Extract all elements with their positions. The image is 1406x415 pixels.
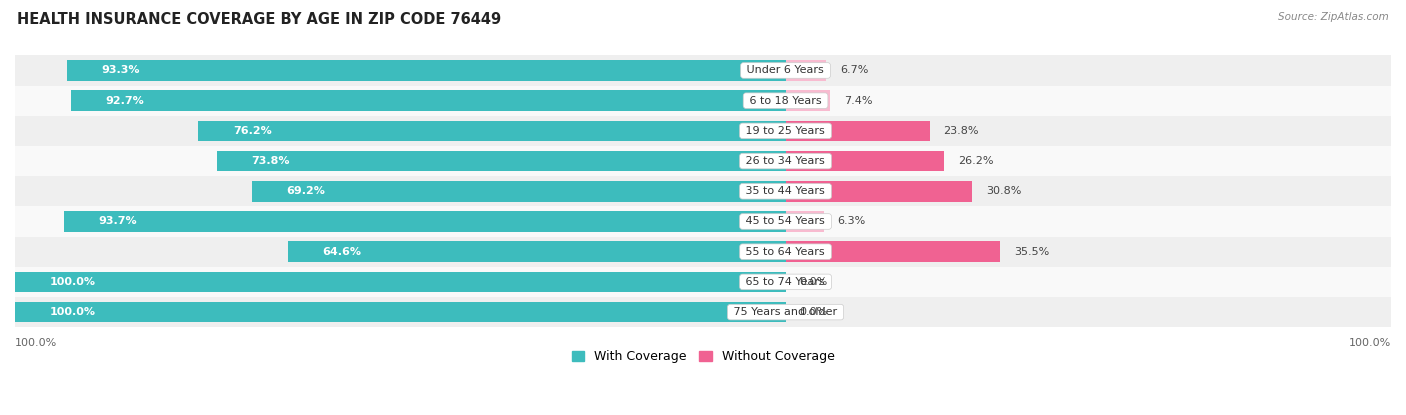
Text: 23.8%: 23.8% <box>943 126 979 136</box>
Bar <box>786 151 945 171</box>
Bar <box>72 90 786 111</box>
Text: Under 6 Years: Under 6 Years <box>744 66 828 76</box>
Text: 0.0%: 0.0% <box>800 307 828 317</box>
Text: 6.7%: 6.7% <box>839 66 869 76</box>
Text: 26 to 34 Years: 26 to 34 Years <box>742 156 828 166</box>
Text: 35 to 44 Years: 35 to 44 Years <box>742 186 828 196</box>
Text: 100.0%: 100.0% <box>49 277 96 287</box>
Text: 100.0%: 100.0% <box>49 307 96 317</box>
Bar <box>15 297 1391 327</box>
Text: Source: ZipAtlas.com: Source: ZipAtlas.com <box>1278 12 1389 22</box>
Text: 7.4%: 7.4% <box>844 96 873 106</box>
Bar <box>15 176 1391 206</box>
Text: 76.2%: 76.2% <box>233 126 271 136</box>
Bar <box>15 206 1391 237</box>
Text: 75 Years and older: 75 Years and older <box>730 307 841 317</box>
Legend: With Coverage, Without Coverage: With Coverage, Without Coverage <box>567 345 839 369</box>
Bar <box>217 151 786 171</box>
Bar <box>15 55 1391 85</box>
Bar <box>66 60 786 81</box>
Bar <box>15 146 1391 176</box>
Text: 65 to 74 Years: 65 to 74 Years <box>742 277 828 287</box>
Text: 55 to 64 Years: 55 to 64 Years <box>742 247 828 257</box>
Bar <box>63 211 786 232</box>
Text: HEALTH INSURANCE COVERAGE BY AGE IN ZIP CODE 76449: HEALTH INSURANCE COVERAGE BY AGE IN ZIP … <box>17 12 501 27</box>
Bar <box>15 267 1391 297</box>
Bar <box>786 211 824 232</box>
Text: 35.5%: 35.5% <box>1014 247 1049 257</box>
Bar <box>786 90 831 111</box>
Bar <box>288 242 786 262</box>
Bar <box>252 181 786 202</box>
Text: 19 to 25 Years: 19 to 25 Years <box>742 126 828 136</box>
Bar <box>198 121 786 141</box>
Bar <box>15 85 1391 116</box>
Bar <box>786 121 929 141</box>
Bar <box>15 237 1391 267</box>
Text: 100.0%: 100.0% <box>15 338 58 348</box>
Bar <box>786 60 827 81</box>
Bar <box>15 116 1391 146</box>
Text: 6 to 18 Years: 6 to 18 Years <box>747 96 825 106</box>
Text: 93.7%: 93.7% <box>98 217 136 227</box>
Bar <box>786 181 972 202</box>
Text: 73.8%: 73.8% <box>252 156 290 166</box>
Text: 0.0%: 0.0% <box>800 277 828 287</box>
Text: 26.2%: 26.2% <box>957 156 994 166</box>
Text: 6.3%: 6.3% <box>838 217 866 227</box>
Text: 92.7%: 92.7% <box>105 96 145 106</box>
Text: 100.0%: 100.0% <box>1348 338 1391 348</box>
Bar <box>786 242 1001 262</box>
Text: 93.3%: 93.3% <box>101 66 139 76</box>
Text: 45 to 54 Years: 45 to 54 Years <box>742 217 828 227</box>
Bar <box>15 302 786 322</box>
Text: 30.8%: 30.8% <box>986 186 1021 196</box>
Text: 69.2%: 69.2% <box>287 186 326 196</box>
Bar <box>15 272 786 292</box>
Text: 64.6%: 64.6% <box>322 247 361 257</box>
